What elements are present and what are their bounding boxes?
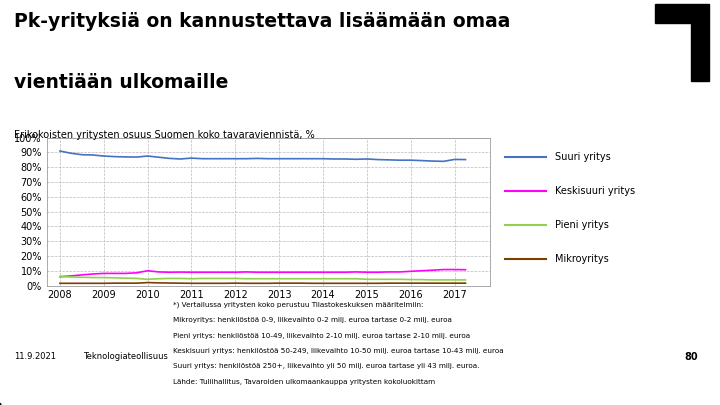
Text: Lähde: Tuliihallitus, Tavaroiden ulkomaankauppa yritysten kokoluokittam: Lähde: Tuliihallitus, Tavaroiden ulkomaa… <box>173 379 435 385</box>
Text: Pk-yrityksiä on kannustettava lisäämään omaa: Pk-yrityksiä on kannustettava lisäämään … <box>14 12 510 31</box>
Text: *) Vertailussa yritysten koko perustuu Tilastokeskuksen määritelmiin:: *) Vertailussa yritysten koko perustuu T… <box>173 302 423 308</box>
Text: 80: 80 <box>685 352 698 362</box>
Text: Pieni yritys: Pieni yritys <box>554 220 608 230</box>
Text: Teknologiateollisuus: Teknologiateollisuus <box>83 352 168 361</box>
Bar <box>655 4 709 23</box>
Bar <box>691 23 709 81</box>
Text: Mikroyritys: henkilöstöä 0-9, liikevaihto 0-2 milj. euroa tartase 0-2 milj. euro: Mikroyritys: henkilöstöä 0-9, liikevaiht… <box>173 317 451 323</box>
Text: Suuri yritys: henkilöstöä 250+, liikevaihto yli 50 milj. euroa tartase yli 43 mi: Suuri yritys: henkilöstöä 250+, liikevai… <box>173 363 480 369</box>
Text: Pieni yritys: henkilöstöä 10-49, liikevaihto 2-10 milj. euroa tartase 2-10 milj.: Pieni yritys: henkilöstöä 10-49, liikeva… <box>173 333 470 339</box>
Text: 11.9.2021: 11.9.2021 <box>14 352 56 361</box>
Text: Mikroyritys: Mikroyritys <box>554 254 608 264</box>
Text: vientiään ulkomaille: vientiään ulkomaille <box>14 73 229 92</box>
Text: Erikokoisten yritysten osuus Suomen koko tavaraviennistä, %: Erikokoisten yritysten osuus Suomen koko… <box>14 130 315 140</box>
Text: Keskisuuri yritys: henkilöstöä 50-249, liikevaihto 10-50 milj. euroa tartase 10-: Keskisuuri yritys: henkilöstöä 50-249, l… <box>173 348 503 354</box>
Text: Suuri yritys: Suuri yritys <box>554 152 611 162</box>
Text: Keskisuuri yritys: Keskisuuri yritys <box>554 186 635 196</box>
